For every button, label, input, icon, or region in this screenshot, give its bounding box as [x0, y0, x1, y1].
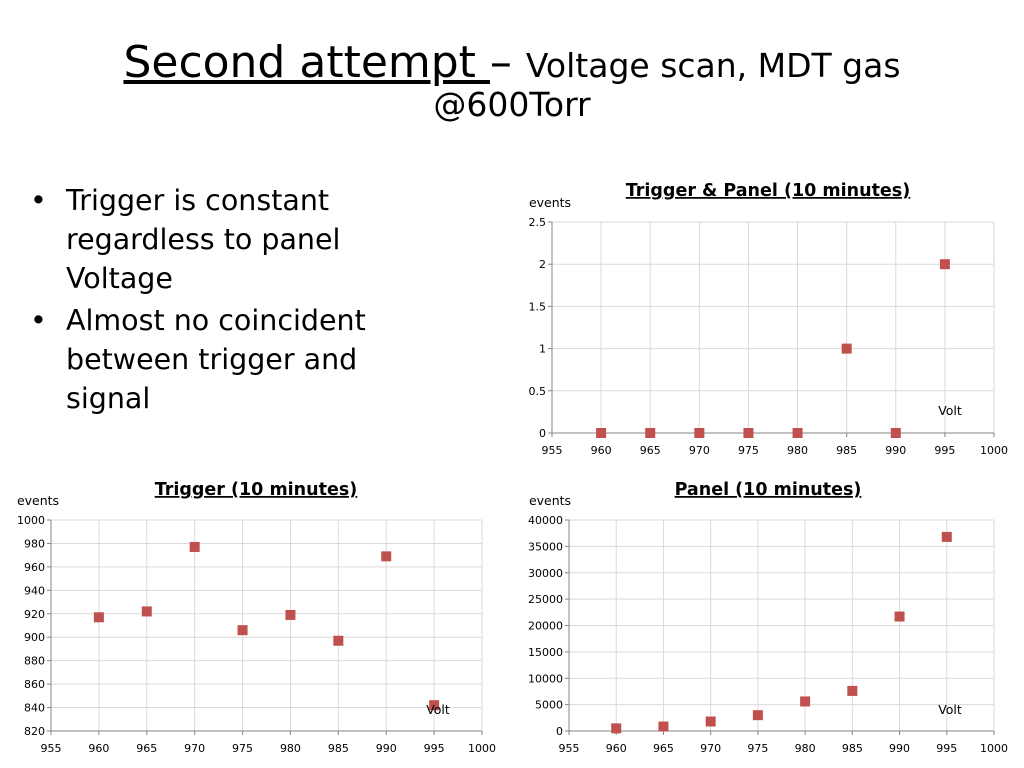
y-tick-label: 0: [539, 427, 546, 440]
x-tick-label: 965: [136, 742, 157, 755]
data-point: [141, 606, 152, 617]
x-tick-label: 990: [376, 742, 397, 755]
chart-trigger: Trigger (10 minutes) 820 840 860 880 900 920 94…: [17, 480, 496, 755]
y-tick-label: 960: [24, 561, 45, 574]
x-axis-label: Volt: [938, 403, 962, 418]
x-tick-label: 995: [936, 742, 957, 755]
bullet-list: Trigger is constant regardless to panel …: [28, 182, 428, 423]
data-point: [792, 428, 803, 438]
x-tick-label: 985: [836, 444, 857, 457]
data-point: [752, 710, 763, 721]
x-tick-label: 955: [542, 444, 563, 457]
x-tick-label: 960: [606, 742, 627, 755]
x-tick-label: 965: [640, 444, 661, 457]
data-point: [611, 723, 622, 734]
y-tick-label: 880: [24, 655, 45, 668]
data-point: [333, 635, 344, 646]
x-tick-label: 990: [889, 742, 910, 755]
y-tick-label: 840: [24, 702, 45, 715]
data-point: [658, 721, 669, 732]
data-point: [285, 609, 296, 620]
title-subtitle: Voltage scan, MDT gas @600Torr: [433, 46, 901, 125]
x-tick-label: 990: [885, 444, 906, 457]
y-tick-label: 1.5: [529, 300, 547, 313]
y-axis-label: events: [529, 493, 571, 508]
y-tick-label: 20000: [528, 620, 563, 633]
data-point: [645, 428, 656, 438]
y-tick-label: 40000: [528, 514, 563, 527]
title-dash: –: [489, 37, 526, 88]
x-tick-label: 975: [232, 742, 253, 755]
y-tick-label: 0.5: [529, 385, 547, 398]
y-tick-label: 5000: [535, 699, 563, 712]
x-axis-label: Volt: [938, 702, 962, 717]
y-tick-label: 860: [24, 678, 45, 691]
x-tick-label: 1000: [980, 742, 1008, 755]
y-tick-label: 820: [24, 725, 45, 738]
x-tick-label: 965: [653, 742, 674, 755]
y-tick-label: 10000: [528, 672, 563, 685]
x-tick-label: 975: [738, 444, 759, 457]
chart-panel: Panel (10 minutes) 0 5000 10000 15000 20000 25…: [528, 480, 1008, 755]
chart-title: Trigger (10 minutes): [155, 480, 358, 500]
y-tick-label: 1000: [17, 514, 45, 527]
x-tick-label: 980: [280, 742, 301, 755]
x-tick-label: 970: [689, 444, 710, 457]
data-point: [429, 700, 440, 711]
y-tick-label: 15000: [528, 646, 563, 659]
y-tick-label: 940: [24, 584, 45, 597]
y-tick-label: 35000: [528, 540, 563, 553]
y-axis-label: events: [17, 493, 59, 508]
data-point: [894, 611, 905, 622]
x-tick-label: 995: [424, 742, 445, 755]
x-tick-label: 985: [842, 742, 863, 755]
x-tick-label: 995: [934, 444, 955, 457]
data-point: [189, 541, 200, 552]
y-tick-label: 980: [24, 537, 45, 550]
data-point: [93, 612, 104, 623]
chart-title: Trigger & Panel (10 minutes): [626, 181, 910, 201]
y-tick-label: 30000: [528, 567, 563, 580]
chart-coincidence: Trigger & Panel (10 minutes) 0 0.5 1 1.5 2 2.5…: [529, 181, 1009, 457]
y-tick-label: 25000: [528, 593, 563, 606]
x-tick-label: 1000: [980, 444, 1008, 457]
data-point: [237, 625, 248, 636]
data-point: [847, 685, 858, 696]
y-tick-label: 2: [539, 258, 546, 271]
x-tick-label: 960: [88, 742, 109, 755]
data-point: [800, 696, 811, 707]
data-point: [941, 531, 952, 542]
x-tick-label: 970: [700, 742, 721, 755]
data-point: [939, 259, 950, 270]
x-tick-label: 980: [795, 742, 816, 755]
data-point: [890, 428, 901, 438]
y-tick-label: 920: [24, 608, 45, 621]
bullet-item: Almost no coincident between trigger and…: [28, 302, 428, 418]
chart-title: Panel (10 minutes): [675, 480, 862, 500]
data-point: [596, 428, 607, 438]
x-tick-label: 985: [328, 742, 349, 755]
x-axis-label: Volt: [426, 702, 450, 717]
x-tick-label: 955: [41, 742, 62, 755]
bullet-item: Trigger is constant regardless to panel …: [28, 182, 428, 298]
y-tick-label: 0: [556, 725, 563, 738]
x-tick-label: 970: [184, 742, 205, 755]
data-point: [381, 551, 392, 562]
x-tick-label: 960: [591, 444, 612, 457]
y-tick-label: 900: [24, 631, 45, 644]
data-point: [705, 716, 716, 727]
y-tick-label: 1: [539, 343, 546, 356]
x-tick-label: 980: [787, 444, 808, 457]
x-tick-label: 975: [747, 742, 768, 755]
y-tick-label: 2.5: [529, 216, 547, 229]
x-tick-label: 955: [559, 742, 580, 755]
data-point: [743, 428, 754, 438]
title-main: Second attempt: [123, 37, 490, 88]
data-point: [694, 428, 705, 438]
data-point: [841, 343, 852, 354]
x-tick-label: 1000: [468, 742, 496, 755]
y-axis-label: events: [529, 195, 571, 210]
slide-title: Second attempt – Voltage scan, MDT gas @…: [40, 38, 984, 124]
